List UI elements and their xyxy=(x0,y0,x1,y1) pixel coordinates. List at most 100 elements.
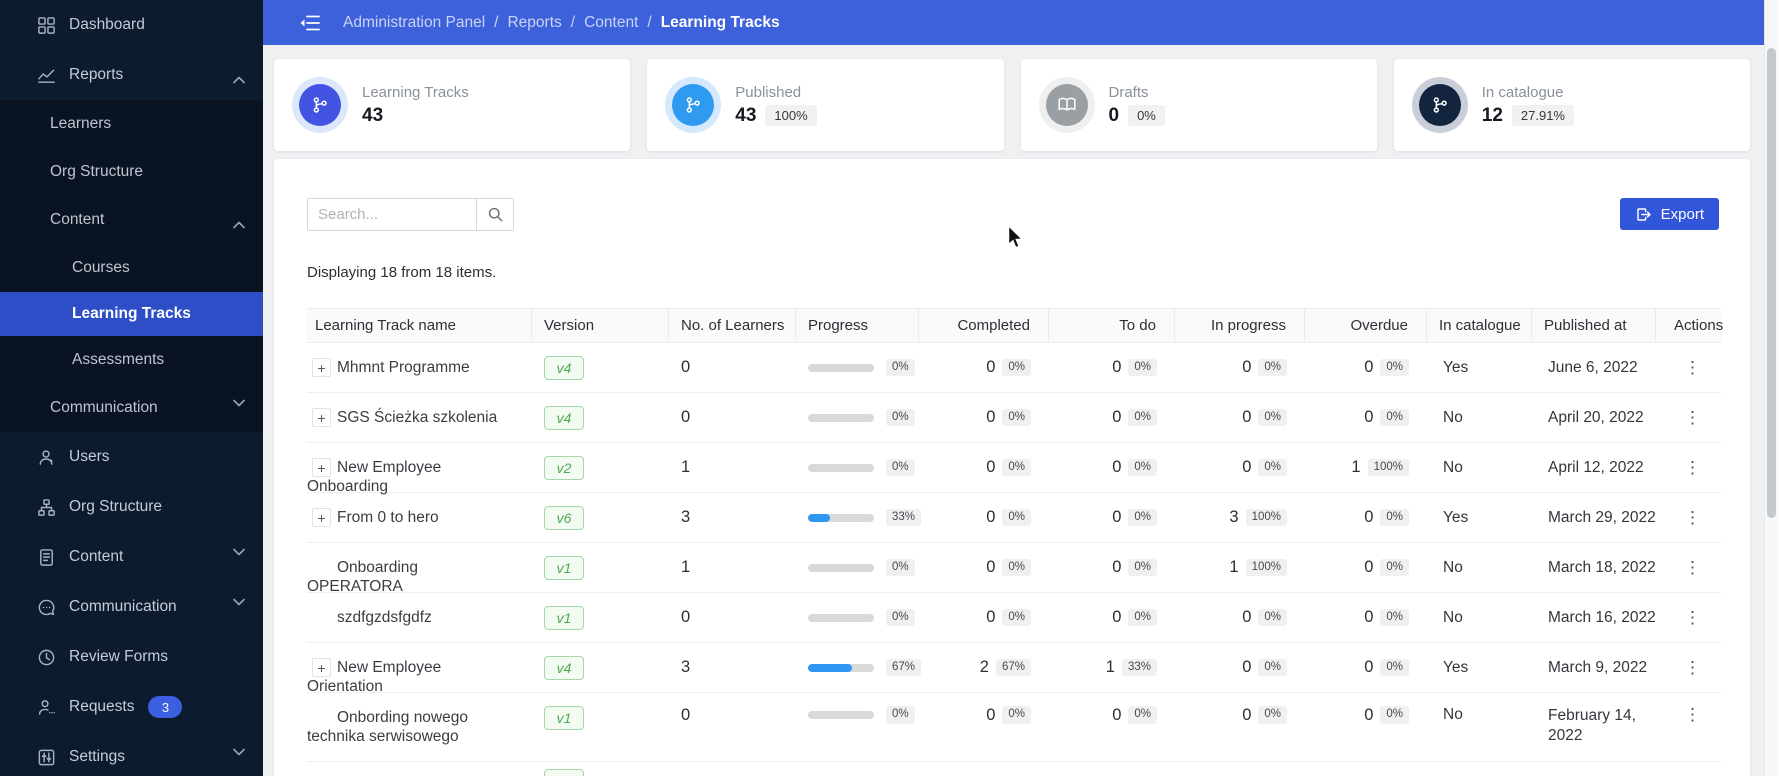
sidebar-item-content-report[interactable]: Content xyxy=(0,196,263,244)
sidebar-item-reports[interactable]: Reports xyxy=(0,50,263,100)
search-input[interactable] xyxy=(308,199,476,230)
version-badge xyxy=(544,769,584,776)
progress-bar xyxy=(808,663,874,672)
track-name: New Employee Onboarding xyxy=(307,459,442,495)
sidebar-item-communication-report[interactable]: Communication xyxy=(0,384,263,432)
book-icon xyxy=(1045,84,1088,126)
expand-row-button[interactable]: + xyxy=(312,508,331,527)
row-actions-kebab-icon[interactable]: ⋮ xyxy=(1684,608,1701,627)
row-actions-kebab-icon[interactable]: ⋮ xyxy=(1684,458,1701,477)
sidebar-item-review-forms[interactable]: Review Forms xyxy=(0,632,263,682)
version-cell: v1 xyxy=(532,693,669,761)
chevron-up-icon xyxy=(233,216,245,229)
count-cell: 0 0% xyxy=(1049,543,1175,592)
count-value: 1 xyxy=(1229,558,1239,576)
version-badge: v1 xyxy=(544,555,584,580)
breadcrumb-reports[interactable]: Reports xyxy=(507,13,562,31)
count-value: 0 xyxy=(1112,408,1122,426)
count-value: 0 xyxy=(986,458,996,476)
results-summary: Displaying 18 from 18 items. xyxy=(307,264,497,281)
count-cell: 0 0% xyxy=(1305,543,1427,592)
stat-value: 0 xyxy=(1108,104,1120,126)
col-header-in-catalogue: In catalogue xyxy=(1427,309,1532,342)
percent-badge: 67% xyxy=(995,658,1031,677)
track-name: szdfgzdsfgdfz xyxy=(337,609,432,626)
count-cell: 0 0% xyxy=(1305,593,1427,642)
sidebar-item-learners[interactable]: Learners xyxy=(0,100,263,148)
sidebar-item-content[interactable]: Content xyxy=(0,532,263,582)
scrollbar-track xyxy=(1764,0,1778,776)
search-icon xyxy=(488,207,502,222)
sidebar-item-learning-tracks[interactable]: Learning Tracks xyxy=(0,292,263,336)
breadcrumb-content[interactable]: Content xyxy=(584,13,639,31)
count-cell: 0 0% xyxy=(1175,443,1305,492)
row-actions-kebab-icon[interactable]: ⋮ xyxy=(1684,508,1701,527)
count-cell: 0 0% xyxy=(1049,593,1175,642)
progress-cell: 0% xyxy=(796,593,919,642)
published-at-cell: March 9, 2022 xyxy=(1548,658,1648,676)
chevron-down-icon xyxy=(233,548,245,561)
stat-label: Published xyxy=(735,83,802,101)
stat-value: 43 xyxy=(362,104,384,126)
search-button[interactable] xyxy=(476,199,513,230)
row-actions-kebab-icon[interactable]: ⋮ xyxy=(1684,558,1701,577)
percent-badge: 0% xyxy=(1128,558,1157,577)
in-catalogue-cell: No xyxy=(1443,458,1463,476)
version-cell xyxy=(532,762,669,776)
clock-icon xyxy=(36,647,56,667)
sidebar-item-users[interactable]: Users xyxy=(0,432,263,482)
collapse-menu-icon[interactable] xyxy=(299,12,321,34)
percent-badge: 0% xyxy=(1258,458,1287,477)
sidebar-item-communication[interactable]: Communication xyxy=(0,582,263,632)
requests-count-badge: 3 xyxy=(148,696,183,718)
topbar: Administration Panel / Reports / Content… xyxy=(263,0,1764,45)
sidebar-item-courses[interactable]: Courses xyxy=(0,244,263,292)
percent-badge: 0% xyxy=(1128,706,1157,724)
sidebar-item-dashboard[interactable]: Dashboard xyxy=(0,0,263,50)
count-value: 0 xyxy=(1364,558,1374,576)
count-value: 0 xyxy=(1112,458,1122,476)
percent-badge: 0% xyxy=(886,558,915,577)
document-icon xyxy=(36,547,56,567)
row-actions-kebab-icon[interactable]: ⋮ xyxy=(1684,408,1701,427)
in-catalogue-cell: No xyxy=(1443,558,1463,576)
export-button[interactable]: Export xyxy=(1619,198,1719,230)
version-badge: v4 xyxy=(544,655,584,680)
row-actions-kebab-icon[interactable]: ⋮ xyxy=(1684,358,1701,377)
expand-row-button[interactable]: + xyxy=(312,658,331,677)
scrollbar-thumb[interactable] xyxy=(1767,48,1776,518)
table-row: + From 0 to hero v6 3 33% 0 0% 0 0% 3 100% 0 0% Yes Ma… xyxy=(307,493,1721,543)
sidebar-label: Org Structure xyxy=(50,163,144,180)
expand-row-button[interactable]: + xyxy=(312,458,331,477)
col-header-completed: Completed xyxy=(919,309,1049,342)
progress-bar xyxy=(808,363,874,372)
sidebar-item-requests[interactable]: Requests 3 xyxy=(0,682,263,732)
col-header-actions: Actions xyxy=(1674,317,1724,334)
sidebar-label: Courses xyxy=(72,259,130,276)
reports-submenu: Learners Org Structure Content Courses L… xyxy=(0,100,263,432)
count-cell: 0 0% xyxy=(919,393,1049,442)
sidebar-item-settings[interactable]: Settings xyxy=(0,732,263,776)
breadcrumb-admin-panel[interactable]: Administration Panel xyxy=(343,13,486,31)
expand-row-button[interactable]: + xyxy=(312,358,331,377)
row-actions-kebab-icon[interactable]: ⋮ xyxy=(1684,658,1701,677)
row-actions-kebab-icon[interactable]: ⋮ xyxy=(1684,705,1701,724)
branch-icon xyxy=(1418,84,1461,126)
sidebar-label: Org Structure xyxy=(69,498,163,515)
branch-icon xyxy=(299,84,341,126)
export-label: Export xyxy=(1660,205,1704,223)
progress-bar xyxy=(808,413,874,422)
count-cell: 1 100% xyxy=(1175,543,1305,592)
percent-badge: 100% xyxy=(1245,558,1287,577)
published-at-cell: June 6, 2022 xyxy=(1548,358,1638,376)
expand-row-button[interactable]: + xyxy=(312,408,331,427)
stat-percent-badge: 27.91% xyxy=(1511,105,1574,126)
progress-bar-fill xyxy=(808,663,853,672)
percent-badge: 33% xyxy=(1121,658,1157,677)
sidebar-item-org-structure-report[interactable]: Org Structure xyxy=(0,148,263,196)
sidebar-item-assessments[interactable]: Assessments xyxy=(0,336,263,384)
percent-badge: 33% xyxy=(886,508,922,527)
progress-cell: 0% xyxy=(796,543,919,592)
sidebar-item-org-structure[interactable]: Org Structure xyxy=(0,482,263,532)
percent-badge: 0% xyxy=(1258,608,1287,627)
